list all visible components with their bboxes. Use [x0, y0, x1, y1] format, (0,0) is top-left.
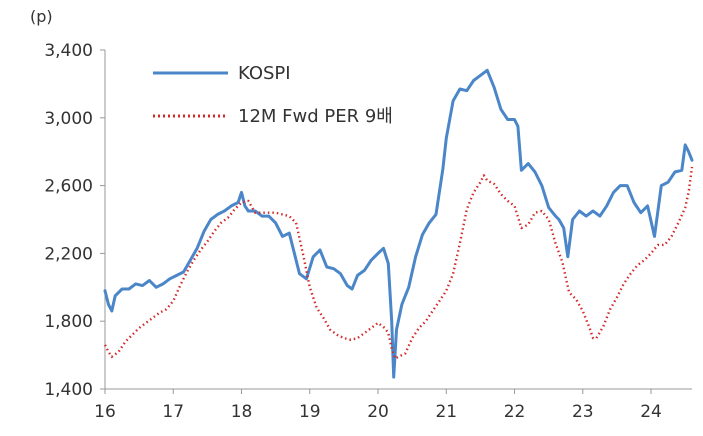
x-tick-label: 19 — [299, 402, 321, 422]
x-tick-label: 20 — [367, 402, 389, 422]
series-line-per — [103, 166, 694, 360]
axes: 1,400 1,800 2,200 2,600 3,000 3,400 16 17 18 19 20… — [44, 41, 692, 422]
x-tick-label: 24 — [640, 402, 662, 422]
y-tick-label: 3,400 — [44, 41, 93, 61]
x-tick-label: 16 — [94, 402, 116, 422]
y-tick-label: 1,400 — [44, 380, 93, 400]
series-layer — [103, 68, 694, 379]
y-tick-label: 3,000 — [44, 109, 93, 129]
y-tick-label: 2,600 — [44, 177, 93, 197]
y-unit-label: (p) — [30, 7, 53, 26]
legend-label-per: 12M Fwd PER 9배 — [238, 106, 393, 127]
x-tick-label: 22 — [504, 402, 526, 422]
x-tick-label: 18 — [231, 402, 253, 422]
series-line-kospi — [103, 68, 694, 379]
y-tick-label: 1,800 — [44, 312, 93, 332]
x-tick-label: 17 — [162, 402, 184, 422]
legend-label-kospi: KOSPI — [238, 63, 291, 84]
legend: KOSPI 12M Fwd PER 9배 — [153, 63, 393, 127]
x-tick-label: 21 — [435, 402, 457, 422]
y-tick-label: 2,200 — [44, 244, 93, 264]
x-tick-label: 23 — [572, 402, 594, 422]
